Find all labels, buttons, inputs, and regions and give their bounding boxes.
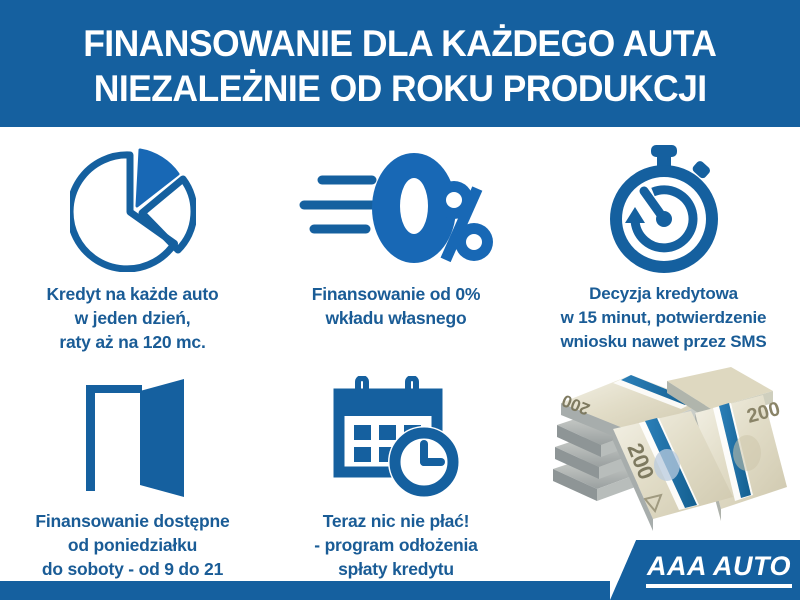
feature-label-credit: Kredyt na każde auto w jeden dzień, raty… <box>46 284 219 352</box>
feature-label-availability: Finansowanie dostępne od poniedziałku do… <box>35 511 230 579</box>
feature-grid: Kredyt na każde auto w jeden dzień, raty… <box>0 127 800 581</box>
header-title-line-2: NIEZALEŻNIE OD ROKU PRODUKCJI <box>93 67 707 109</box>
feature-card-availability: Finansowanie dostępne od poniedziałku do… <box>0 359 265 581</box>
stopwatch-icon <box>527 141 800 276</box>
logo-background-shape <box>610 540 800 600</box>
feature-label-zero-percent: Finansowanie od 0% wkładu własnego <box>311 284 481 328</box>
feature-card-deferred: Teraz nic nie płać! - program odłożenia … <box>265 359 527 581</box>
feature-label-decision: Decyzja kredytowa w 15 minut, potwierdze… <box>560 284 767 351</box>
logo-wordmark: AAA AUTO <box>647 551 791 581</box>
pie-chart-icon <box>0 141 265 276</box>
feature-label-deferred: Teraz nic nie płać! - program odłożenia … <box>314 511 478 579</box>
banknote-stacks-illustration: 200 200 <box>553 367 787 531</box>
logo-underline <box>646 584 792 588</box>
aaa-auto-logo[interactable]: AAA AUTO <box>610 540 800 600</box>
header-title-line-1: FINANSOWANIE DLA KAŻDEGO AUTA <box>83 22 717 64</box>
feature-card-credit: Kredyt na każde auto w jeden dzień, raty… <box>0 127 265 359</box>
header-banner: FINANSOWANIE DLA KAŻDEGO AUTA NIEZALEŻNI… <box>0 0 800 127</box>
zero-percent-icon <box>265 141 527 276</box>
feature-card-zero-percent: Finansowanie od 0% wkładu własnego <box>265 127 527 359</box>
open-door-icon <box>0 373 265 503</box>
feature-card-decision: Decyzja kredytowa w 15 minut, potwierdze… <box>527 127 800 359</box>
money-stacks-image: 200 200 <box>527 359 800 581</box>
bottom-accent-bar <box>0 581 800 600</box>
calendar-clock-icon <box>265 373 527 503</box>
